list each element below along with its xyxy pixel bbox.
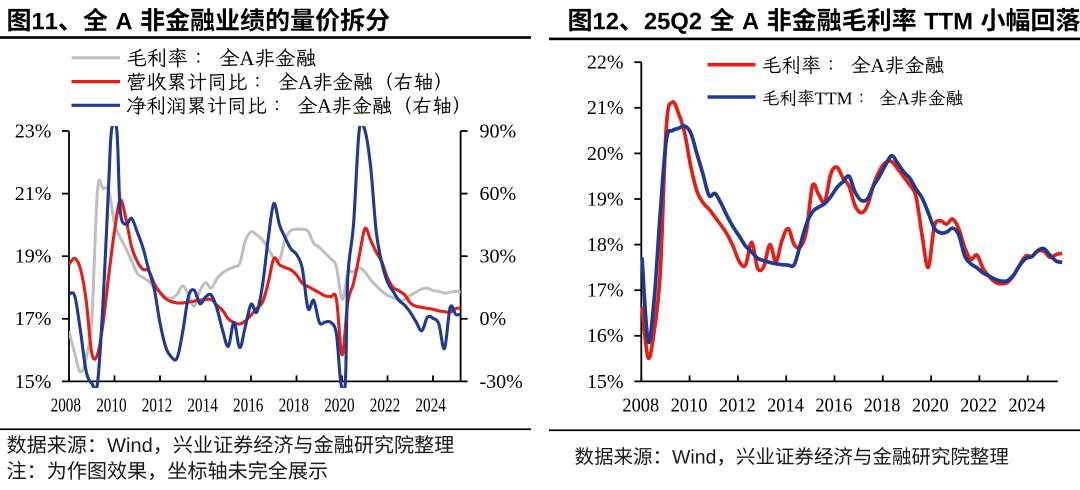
svg-text:2008: 2008 [622,395,659,417]
svg-text:60%: 60% [480,183,517,205]
svg-text:2016: 2016 [815,395,852,417]
svg-text:23%: 23% [15,120,52,142]
svg-text:2008: 2008 [51,393,81,416]
svg-text:20%: 20% [587,143,624,165]
svg-text:90%: 90% [480,120,517,142]
svg-text:2022: 2022 [960,395,997,417]
svg-text:2010: 2010 [671,395,708,417]
svg-text:2024: 2024 [1008,395,1045,417]
svg-text:30%: 30% [480,246,517,268]
svg-text:15%: 15% [15,371,52,393]
svg-text:19%: 19% [587,188,624,210]
svg-text:22%: 22% [587,52,624,74]
svg-text:2012: 2012 [142,393,172,416]
svg-text:2024: 2024 [415,393,445,416]
svg-text:2020: 2020 [912,395,949,417]
svg-text:2014: 2014 [767,395,804,417]
svg-text:21%: 21% [587,97,624,119]
svg-text:2016: 2016 [233,393,263,416]
svg-text:0%: 0% [480,308,507,330]
svg-text:17%: 17% [15,308,52,330]
svg-text:-30%: -30% [480,371,523,393]
svg-text:21%: 21% [15,183,52,205]
svg-text:2018: 2018 [864,395,901,417]
svg-text:15%: 15% [587,371,624,393]
svg-text:17%: 17% [587,280,624,302]
svg-text:18%: 18% [587,234,624,256]
svg-text:2010: 2010 [96,393,126,416]
svg-text:2012: 2012 [719,395,756,417]
svg-text:16%: 16% [587,325,624,347]
svg-text:2022: 2022 [370,393,400,416]
svg-text:2014: 2014 [187,393,217,416]
svg-text:2018: 2018 [279,393,309,416]
svg-text:19%: 19% [15,246,52,268]
svg-text:2020: 2020 [324,393,354,416]
